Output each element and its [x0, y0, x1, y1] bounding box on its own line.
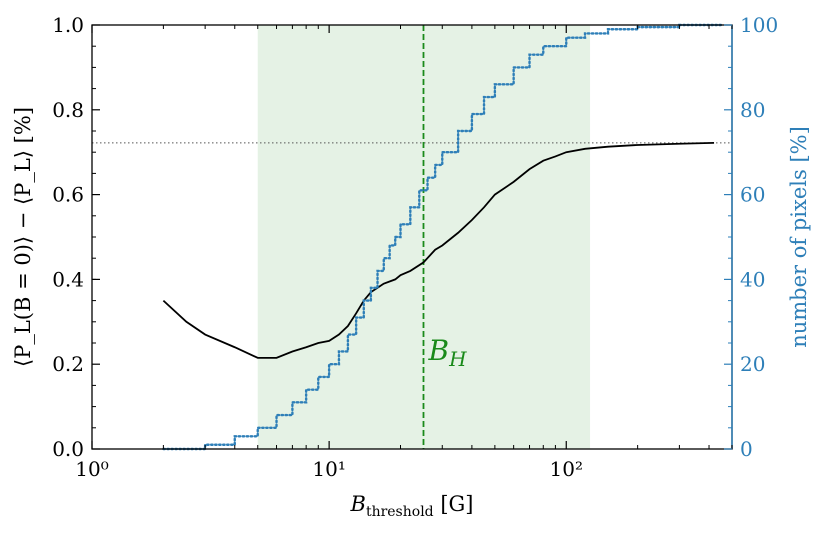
tick-layer: [91, 24, 733, 450]
y2-tick-label: 40: [740, 267, 765, 291]
y-tick-label: 0.4: [52, 267, 84, 291]
bh-annotation: BH: [427, 334, 467, 371]
y2-tick-label: 20: [740, 352, 765, 376]
x-tick-label: 10¹: [312, 457, 345, 481]
series-polarization-difference: [162, 141, 715, 359]
label-layer: 10⁰ 10¹ 10² 0.0 0.2 0.4 0.6 0.8 1.0 0 20 40 60 80 100 B…: [11, 13, 811, 520]
y-tick-label: 1.0: [52, 13, 84, 37]
y2-tick-label: 0: [740, 437, 753, 461]
y2-tick-label: 60: [740, 183, 765, 207]
x-axis-label: Bthreshold [G]: [350, 492, 474, 520]
y-tick-label: 0.8: [52, 98, 84, 122]
y-tick-label: 0.0: [52, 437, 84, 461]
reference-lines: [92, 25, 732, 449]
y2-axis-label: number of pixels [%]: [787, 126, 811, 348]
series-layer: [162, 23, 723, 451]
y-axis-label: ⟨P_L(B = 0)⟩ − ⟨P_L⟩ [%]: [11, 107, 35, 367]
x-tick-label: 10²: [550, 457, 583, 481]
x-tick-label: 10⁰: [75, 457, 108, 481]
y-tick-label: 0.6: [52, 183, 84, 207]
y2-tick-label: 100: [740, 13, 778, 37]
y2-tick-label: 80: [740, 98, 765, 122]
series-pixel-fraction: [162, 23, 723, 451]
y-tick-label: 0.2: [52, 352, 84, 376]
